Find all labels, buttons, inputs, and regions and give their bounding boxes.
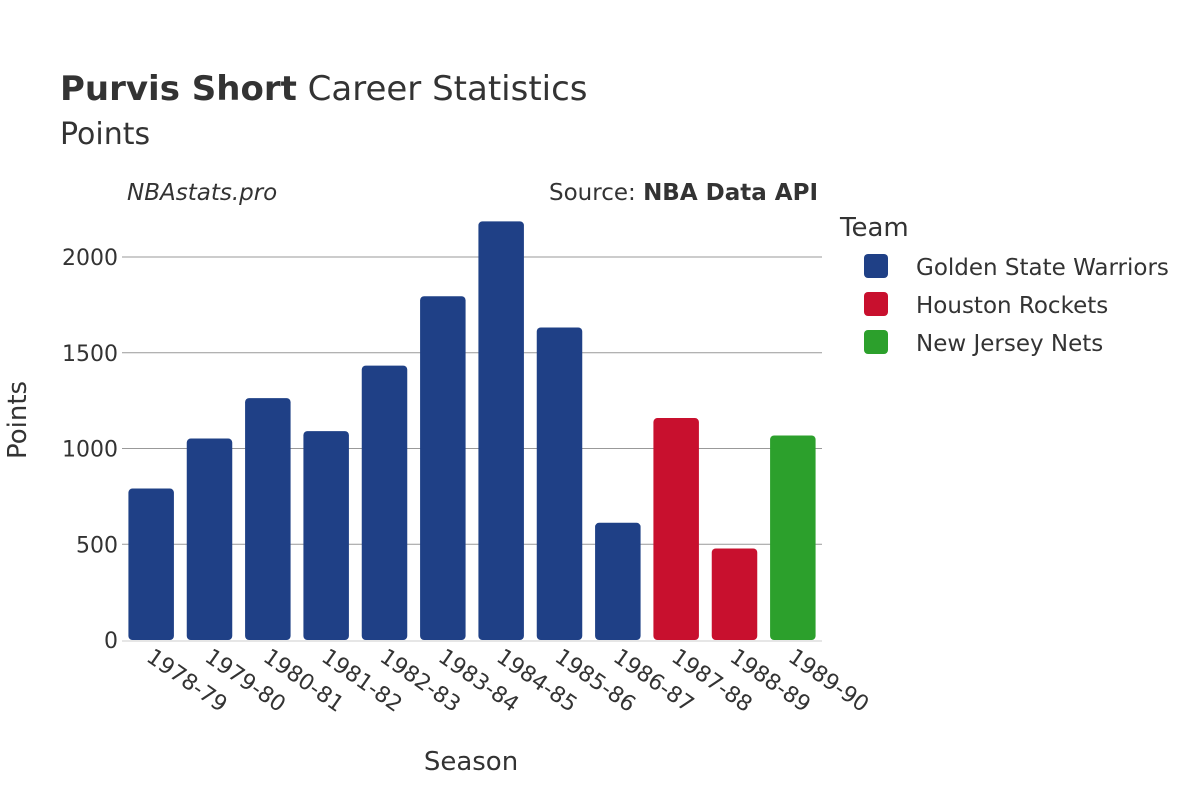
x-axis-title: Season [424,747,518,777]
y-tick-label: 1000 [62,438,118,463]
legend-label: Houston Rockets [916,293,1108,319]
legend-swatch [864,254,888,278]
legend-title: Team [839,213,909,243]
bar-1985-86 [536,327,583,640]
y-axis-ticks: 0 500 1000 1500 2000 [62,246,118,654]
y-tick-label: 2000 [62,246,118,271]
bar-1984-85 [478,221,524,641]
bar-1983-84 [420,296,466,640]
bar-1987-88 [653,418,699,640]
bar-1988-89 [711,548,758,640]
bar-1982-83 [361,365,408,640]
legend-label: Golden State Warriors [916,255,1169,281]
bar-1980-81 [245,398,291,640]
bar-1979-80 [186,438,233,640]
grid-lines [122,256,822,642]
bars [128,221,816,641]
legend-swatch [864,330,888,354]
legend-swatch [864,292,888,316]
legend-label: New Jersey Nets [916,331,1103,357]
x-axis-ticks: 1978-791979-801980-811981-821982-831983-… [142,644,873,717]
chart-title: Purvis Short Career Statistics [60,69,588,109]
bar-1989-90 [770,435,816,640]
chart-subtitle: Points [60,117,150,152]
chart-title-player: Purvis Short [60,69,297,109]
legend-items: Golden State Warriors Houston Rockets New … [864,254,1169,357]
chart-title-rest: Career Statistics [297,69,588,109]
y-axis-title: Points [3,381,33,459]
source-prefix: Source: [549,180,643,206]
legend: Team Golden State Warriors Houston Rocket… [839,213,1169,357]
bar-1981-82 [303,431,349,640]
source-name: NBA Data API [643,180,818,206]
y-tick-label: 500 [76,533,118,558]
source-note: Source: NBA Data API [549,180,818,206]
bar-1978-79 [128,488,174,640]
y-tick-label: 1500 [62,342,118,367]
bar-1986-87 [595,522,641,640]
watermark-text: NBAstats.pro [127,180,277,206]
y-tick-label: 0 [104,629,118,654]
